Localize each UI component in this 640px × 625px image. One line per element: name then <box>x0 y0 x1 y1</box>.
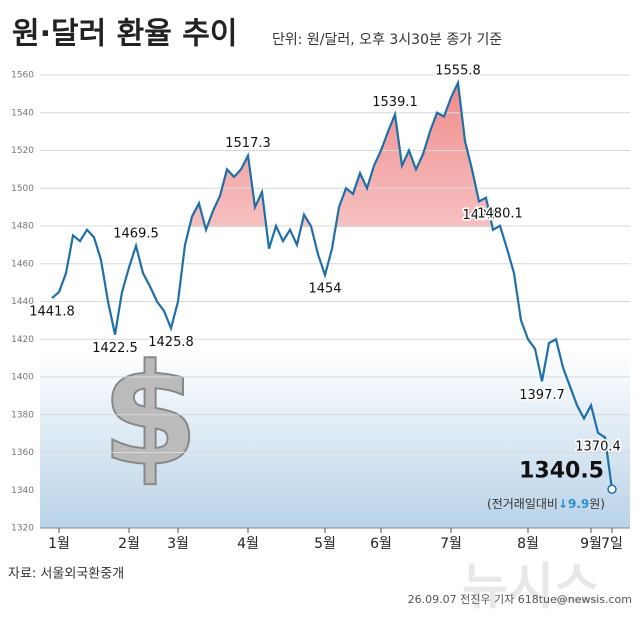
annotation-text: 원) <box>589 497 605 511</box>
positive-area <box>52 82 612 227</box>
y-tick-label: 1360 <box>11 448 34 458</box>
data-label: 1469.5 <box>113 226 159 241</box>
data-label: 1441.8 <box>29 305 75 320</box>
chart-title: 원·달러 환율 추이 <box>12 17 238 52</box>
chart-subtitle: 단위: 원/달러, 오후 3시30분 종가 기준 <box>272 32 502 48</box>
credit: 26.09.07 전진우 기자 618tue@newsis.com <box>408 593 632 606</box>
data-label: 1493 <box>462 208 495 223</box>
data-label: 1555.8 <box>435 63 481 78</box>
y-tick-label: 1540 <box>11 108 34 118</box>
x-tick-label: 2월 <box>118 536 140 552</box>
data-label: 1539.1 <box>372 95 418 110</box>
y-tick-label: 1460 <box>11 259 34 269</box>
x-tick-label: 6월 <box>370 536 392 552</box>
x-tick-label: 7일 <box>601 536 623 552</box>
end-point <box>607 484 617 495</box>
watermark: 뉴시스 <box>462 558 600 616</box>
x-tick-label: 9월 <box>580 536 602 552</box>
source: 자료: 서울외국환중개 <box>8 567 124 582</box>
background-band <box>40 350 630 528</box>
y-tick-label: 1380 <box>11 410 34 420</box>
x-tick-label: 8월 <box>517 536 539 552</box>
x-tick-label: 4월 <box>237 536 259 552</box>
x-tick-label: 1월 <box>48 536 70 552</box>
footer-band <box>0 560 640 621</box>
y-tick-label: 1400 <box>11 373 34 383</box>
x-tick-label: 7월 <box>440 536 462 552</box>
data-label: 1425.8 <box>148 335 194 350</box>
data-label: 1340.5 <box>519 458 604 483</box>
y-tick-label: 1420 <box>11 335 34 345</box>
y-tick-label: 1320 <box>11 524 34 534</box>
data-label: 1370.4 <box>575 439 621 454</box>
y-tick-label: 1520 <box>11 146 34 156</box>
annotation: (전거래일대비↓9.9원) <box>487 497 605 511</box>
x-tick-label: 3월 <box>167 536 189 552</box>
y-tick-label: 1560 <box>11 71 34 81</box>
x-tick-label: 5월 <box>314 536 336 552</box>
y-tick-label: 1440 <box>11 297 34 307</box>
y-tick-label: 1480 <box>11 222 34 232</box>
data-label: 1422.5 <box>92 341 138 356</box>
data-label: 1480.1 <box>477 206 523 221</box>
data-label: 1454 <box>308 282 341 297</box>
annotation-text: (전거래일대비 <box>487 497 558 511</box>
y-tick-label: 1340 <box>11 486 34 496</box>
annotation-change: ↓9.9 <box>558 497 589 511</box>
line <box>51 79 614 490</box>
dollar-icon: $ <box>101 335 198 498</box>
data-label: 1517.3 <box>225 136 271 151</box>
data-label: 1397.7 <box>519 388 565 403</box>
y-tick-label: 1500 <box>11 184 34 194</box>
